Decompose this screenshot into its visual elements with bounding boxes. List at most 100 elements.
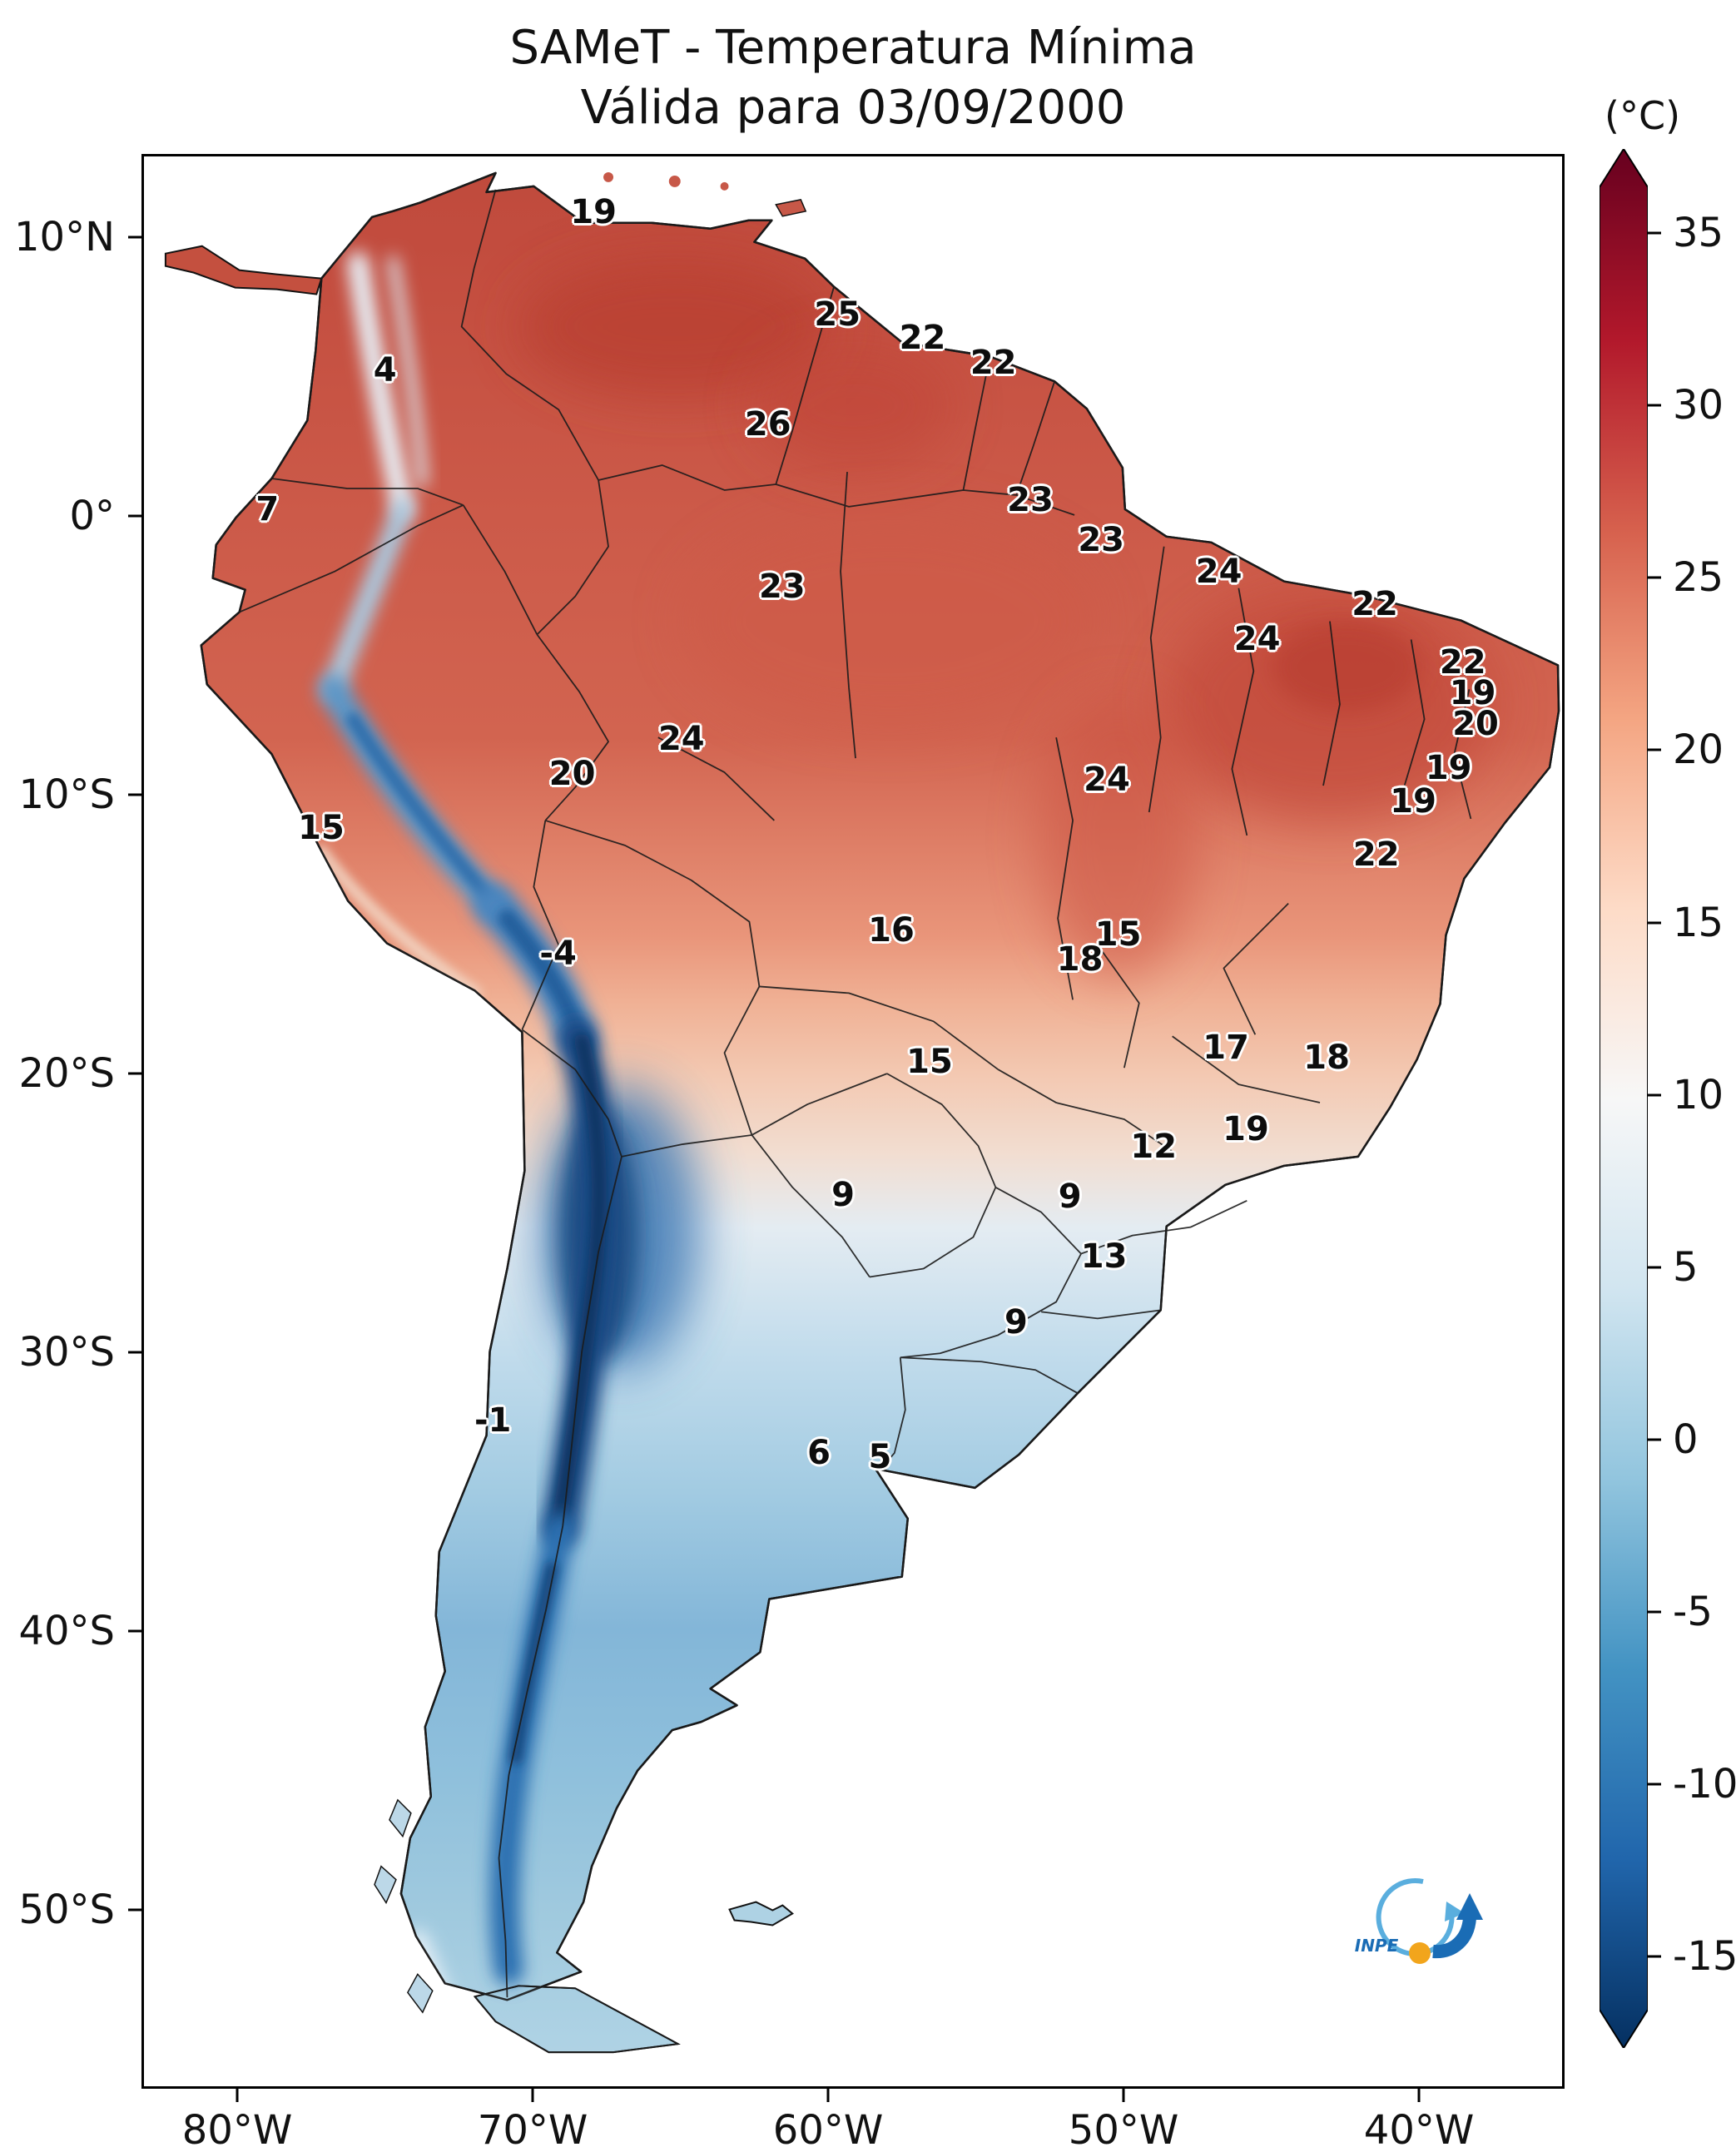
- lat-tick-label: 40°S: [18, 1607, 115, 1654]
- temperature-label: 18: [1056, 940, 1104, 979]
- temperature-label: 19: [1390, 781, 1436, 821]
- temperature-label: 23: [1078, 521, 1125, 560]
- temperature-field-overlays: [315, 251, 1496, 2053]
- colorbar-tick-mark: [1648, 1955, 1661, 1958]
- lat-tick-label: 20°S: [18, 1050, 115, 1098]
- temperature-label: 5: [868, 1438, 892, 1476]
- temperature-label: 25: [814, 295, 861, 335]
- caribbean-island: [720, 181, 729, 191]
- temperature-label: 15: [298, 809, 345, 847]
- orbit-arrowhead-icon: [1444, 1902, 1465, 1922]
- temperature-label: 26: [744, 405, 791, 444]
- temperature-label: 19: [570, 193, 617, 232]
- temperature-label: 24: [1195, 552, 1242, 591]
- temperature-label: 24: [1233, 619, 1281, 658]
- colorbar-tick-label: -10: [1673, 1761, 1736, 1808]
- colorbar-tick-label: 0: [1673, 1416, 1699, 1463]
- colorbar-tick-mark: [1648, 404, 1661, 407]
- temperature-label: 15: [1094, 915, 1142, 954]
- lat-tick-label: 30°S: [18, 1329, 115, 1376]
- colorbar-tick-mark: [1648, 1093, 1661, 1097]
- colorbar-unit: (°C): [1605, 93, 1681, 138]
- country-and-state-borders: [200, 171, 1560, 2054]
- temperature-label: 22: [1352, 585, 1398, 623]
- chilean-fjord-islands: [374, 1798, 434, 2014]
- temperature-label: 23: [1007, 480, 1054, 519]
- lat-tick-mark: [128, 236, 141, 239]
- falkland-islands: [728, 1901, 794, 1926]
- lon-tick-label: 70°W: [477, 2107, 588, 2152]
- temperature-label: 24: [657, 720, 705, 759]
- south-america-map: [164, 171, 1560, 2054]
- temperature-label: 17: [1203, 1029, 1249, 1068]
- colorbar-tick-mark: [1648, 921, 1661, 925]
- colorbar-tick-label: 10: [1673, 1071, 1724, 1118]
- longitude-axis: 80°W 70°W 60°W 50°W 40°W: [141, 2089, 1565, 2152]
- temperature-label: 6: [807, 1434, 831, 1473]
- colorbar-tick-mark: [1648, 231, 1661, 235]
- lat-tick-mark: [128, 1351, 141, 1354]
- title-line1: SAMeT - Temperatura Mínima: [509, 21, 1197, 75]
- temperature-label: 16: [868, 910, 915, 950]
- trinidad-island: [775, 199, 807, 217]
- temperature-label: 19: [1223, 1109, 1269, 1148]
- lon-tick-label: 60°W: [772, 2107, 884, 2152]
- temperature-label: 9: [1004, 1302, 1028, 1341]
- colorbar-tick-mark: [1648, 1610, 1661, 1614]
- lat-tick-label: 10°N: [14, 213, 115, 260]
- lon-tick-label: 80°W: [181, 2107, 293, 2152]
- map-plot: 19 4 25 22 22 26 7 23 23 24 23 22 24 22 19 20 24 19 20 24 19…: [141, 154, 1565, 2089]
- temperature-label: 15: [906, 1042, 953, 1081]
- lat-tick-mark: [128, 1629, 141, 1633]
- colorbar-tick-label: 20: [1673, 726, 1724, 774]
- colorbar-tick-mark: [1648, 748, 1661, 751]
- colorbar-tick-label: -5: [1673, 1589, 1713, 1635]
- lat-tick-label: 0°: [69, 493, 115, 539]
- lon-tick-mark: [531, 2089, 534, 2102]
- colorbar: [1600, 149, 1648, 2048]
- temperature-label: 22: [1439, 642, 1486, 682]
- temperature-label: 12: [1130, 1127, 1178, 1166]
- colorbar-tick-label: 25: [1673, 554, 1724, 602]
- latitude-axis: 10°N 0° 10°S 20°S 30°S 40°S 50°S: [0, 154, 141, 2089]
- lon-tick-label: 50°W: [1068, 2107, 1179, 2152]
- temperature-label: 19: [1425, 749, 1472, 788]
- temperature-label: 13: [1080, 1237, 1128, 1276]
- temperature-label: 20: [548, 755, 596, 794]
- lon-tick-mark: [236, 2089, 239, 2102]
- colorbar-tick-label: 35: [1673, 210, 1724, 257]
- temperature-label-layer: 19 4 25 22 22 26 7 23 23 24 23 22 24 22 19 20 24 19 20 24 19…: [144, 156, 1562, 2086]
- temperature-label: 22: [899, 318, 946, 357]
- caribbean-island: [603, 171, 614, 182]
- lat-tick-label: 10°S: [18, 771, 115, 819]
- temperature-label: 20: [1452, 704, 1499, 743]
- title-line2: Válida para 03/09/2000: [580, 80, 1126, 135]
- temperature-label: 23: [758, 568, 806, 607]
- orbit-swirl-icon: [1376, 1878, 1455, 1957]
- colorbar-tick-mark: [1648, 1438, 1661, 1441]
- lat-tick-mark: [128, 1072, 141, 1075]
- colorbar-tick-mark: [1648, 1783, 1661, 1786]
- colorbar-gradient: [1600, 149, 1648, 2048]
- temperature-label: 19: [1449, 673, 1496, 712]
- inpe-logo: INPE: [1347, 1870, 1493, 1978]
- panama-isthmus: [164, 245, 323, 295]
- lat-tick-mark: [128, 1908, 141, 1912]
- lat-tick-mark: [128, 514, 141, 518]
- colorbar-tick-mark: [1648, 576, 1661, 579]
- blue-arrowhead-icon: [1456, 1893, 1483, 1921]
- lon-tick-label: 40°W: [1363, 2107, 1475, 2152]
- colorbar-tick-label: 5: [1673, 1243, 1699, 1291]
- lon-tick-mark: [1122, 2089, 1125, 2102]
- colorbar-tick-label: 15: [1673, 899, 1724, 946]
- temperature-label: 18: [1303, 1038, 1350, 1077]
- temperature-label: 22: [970, 344, 1017, 383]
- temperature-label: 4: [373, 351, 397, 390]
- colorbar-tick-label: 30: [1673, 382, 1724, 429]
- lat-tick-label: 50°S: [18, 1886, 115, 1933]
- page-title: SAMeT - Temperatura Mínima Válida para 0…: [141, 18, 1565, 137]
- temperature-label: -1: [474, 1401, 512, 1440]
- temperature-label: 22: [1352, 836, 1400, 875]
- temperature-label: -4: [539, 934, 577, 973]
